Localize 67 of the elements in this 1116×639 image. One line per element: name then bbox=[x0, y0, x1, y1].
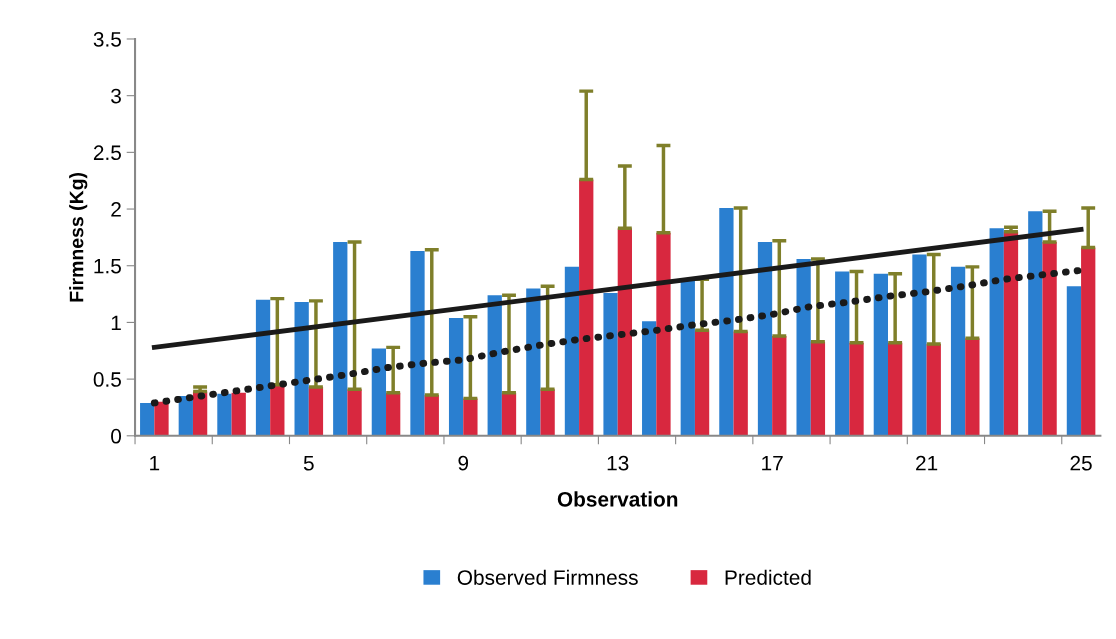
bar bbox=[386, 392, 401, 436]
bar bbox=[255, 299, 271, 436]
bar bbox=[154, 401, 169, 436]
bar bbox=[1066, 286, 1082, 436]
bar bbox=[371, 348, 387, 436]
y-tick-label: 1 bbox=[111, 315, 121, 330]
bar bbox=[642, 321, 657, 436]
y-tick-label: 0 bbox=[111, 428, 122, 444]
bar bbox=[1003, 231, 1019, 436]
x-tick-label: 17 bbox=[762, 456, 783, 471]
bar bbox=[810, 341, 826, 436]
bar bbox=[231, 392, 246, 436]
bar bbox=[849, 342, 864, 436]
bar bbox=[772, 336, 787, 436]
x-tick-label: 9 bbox=[458, 455, 469, 471]
bar bbox=[733, 331, 748, 436]
bar bbox=[694, 330, 710, 436]
y-tick-label: 0.5 bbox=[93, 372, 121, 387]
bar bbox=[656, 232, 671, 436]
legend-label: Observed Firmness bbox=[457, 569, 638, 585]
bar bbox=[140, 402, 155, 436]
bar bbox=[540, 389, 555, 436]
bar bbox=[487, 295, 502, 436]
x-axis-title: Observation bbox=[557, 491, 678, 507]
bar bbox=[680, 279, 695, 436]
bar bbox=[308, 387, 324, 436]
bar bbox=[294, 302, 309, 436]
bar bbox=[796, 258, 811, 436]
bar bbox=[579, 179, 594, 436]
bar bbox=[424, 394, 439, 436]
bar bbox=[926, 343, 941, 436]
bar bbox=[217, 393, 232, 436]
bar bbox=[501, 392, 517, 436]
bar bbox=[757, 241, 773, 436]
bar bbox=[989, 228, 1004, 436]
bar bbox=[617, 228, 632, 436]
y-axis-title: Firmness (Kg) bbox=[69, 172, 88, 302]
bar bbox=[965, 338, 980, 436]
y-tick-label: 3 bbox=[111, 88, 121, 104]
y-tick-label: 1.5 bbox=[94, 258, 121, 274]
y-tick-label: 2 bbox=[111, 202, 121, 217]
x-tick-label: 13 bbox=[607, 455, 629, 471]
bar bbox=[463, 398, 478, 436]
bar bbox=[603, 292, 618, 436]
bar bbox=[888, 342, 903, 436]
x-tick-label: 21 bbox=[916, 455, 938, 471]
x-tick-label: 25 bbox=[1070, 455, 1092, 471]
bar bbox=[347, 389, 362, 436]
legend-label: Predicted bbox=[725, 569, 811, 585]
x-tick-label: 1 bbox=[150, 456, 160, 471]
bar bbox=[835, 271, 850, 436]
bar bbox=[950, 266, 966, 436]
bar bbox=[1042, 241, 1057, 436]
bar bbox=[270, 384, 285, 436]
bar bbox=[719, 207, 734, 436]
bar bbox=[526, 288, 541, 436]
bar bbox=[410, 250, 425, 436]
bar bbox=[448, 317, 464, 436]
bar bbox=[873, 273, 888, 436]
bar bbox=[564, 266, 580, 436]
bar bbox=[912, 254, 927, 436]
y-tick-label: 2.5 bbox=[93, 145, 121, 161]
bar bbox=[333, 241, 348, 436]
bar bbox=[1081, 247, 1096, 436]
y-tick-label: 3.5 bbox=[93, 31, 121, 47]
x-tick-label: 5 bbox=[303, 456, 314, 471]
bar bbox=[1028, 211, 1043, 436]
